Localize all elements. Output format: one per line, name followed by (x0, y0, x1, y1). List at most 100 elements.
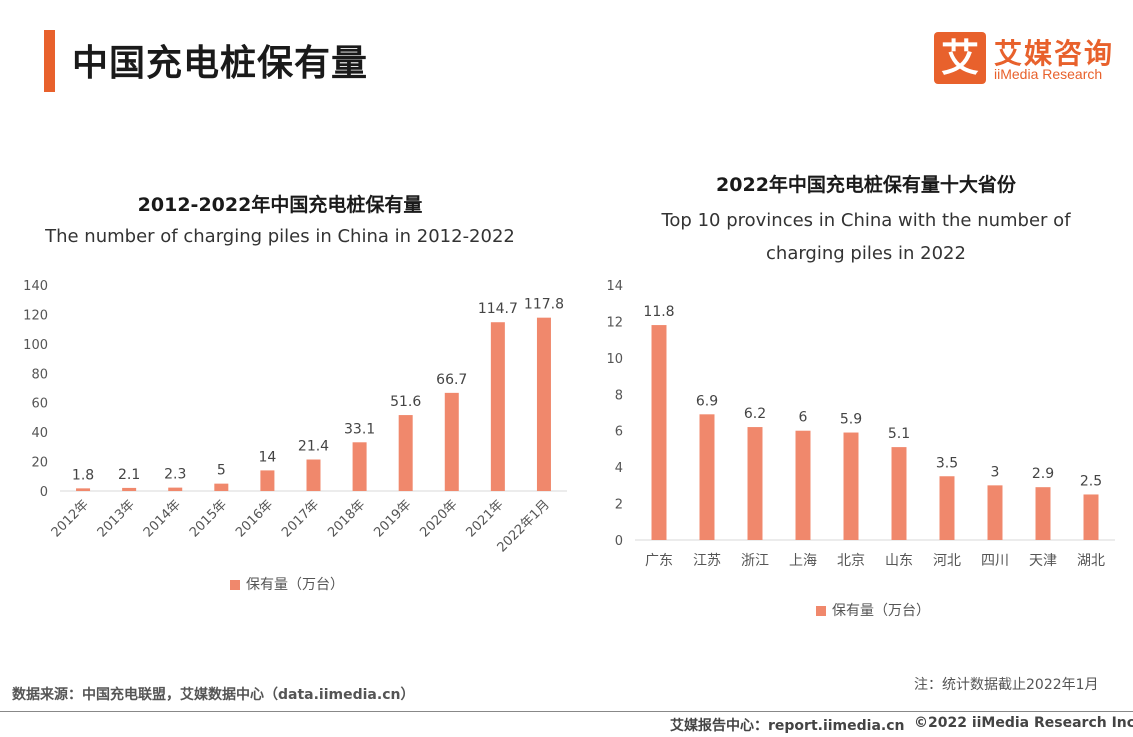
y-tick-label: 60 (31, 397, 48, 412)
data-label: 117.8 (524, 297, 564, 313)
x-tick-label: 2017年 (279, 497, 322, 540)
bar (795, 430, 811, 540)
bar (490, 322, 505, 491)
data-label: 6 (799, 410, 808, 426)
x-tick-label: 2018年 (325, 497, 368, 540)
x-tick-label: 江苏 (693, 553, 721, 569)
x-tick-label: 河北 (933, 553, 961, 569)
chart2-legend-label: 保有量（万台） (832, 603, 930, 619)
x-tick-label: 天津 (1029, 553, 1057, 569)
chart1-bar-chart: 0204060801001201401.82012年2.12013年2.3201… (23, 279, 567, 555)
bar (891, 447, 907, 540)
footnote: 注：统计数据截止2022年1月 (914, 677, 1099, 693)
x-tick-label: 2012年 (49, 497, 92, 540)
logo-cn-text: 艾媒咨询 (994, 37, 1115, 70)
data-label: 5.1 (888, 426, 910, 442)
x-tick-label: 2020年 (417, 497, 460, 540)
y-tick-label: 12 (606, 315, 623, 330)
x-tick-label: 广东 (645, 553, 673, 569)
bar (398, 415, 413, 491)
bar (1035, 487, 1051, 540)
data-label: 3.5 (936, 455, 958, 471)
x-tick-label: 2013年 (95, 497, 138, 540)
y-tick-label: 20 (31, 456, 48, 471)
bar (76, 488, 91, 491)
data-label: 21.4 (298, 439, 329, 455)
data-label: 6.9 (696, 393, 718, 409)
x-tick-label: 2016年 (233, 497, 276, 540)
y-tick-label: 8 (615, 388, 623, 403)
page-title: 中国充电桩保有量 (72, 43, 369, 84)
y-tick-label: 140 (23, 279, 48, 294)
y-tick-label: 4 (615, 461, 623, 476)
bar (122, 487, 137, 491)
y-tick-label: 40 (31, 426, 48, 441)
chart1-legend: 保有量（万台） (230, 574, 344, 594)
bar (747, 427, 763, 540)
chart2-legend: 保有量（万台） (816, 600, 930, 620)
y-tick-label: 0 (40, 485, 48, 500)
data-label: 2.9 (1032, 466, 1054, 482)
bar (260, 470, 275, 491)
x-tick-label: 2015年 (187, 497, 230, 540)
x-tick-label: 北京 (837, 553, 865, 569)
chart1-legend-label: 保有量（万台） (246, 577, 344, 593)
logo-mark-icon: 艾 (934, 32, 986, 84)
bar (843, 432, 859, 540)
x-tick-label: 2014年 (141, 497, 184, 540)
footer-copyright: ©2022 iiMedia Research Inc (914, 715, 1133, 731)
footer-divider (0, 711, 1133, 712)
logo: 艾 艾媒咨询 iiMedia Research (934, 32, 1114, 84)
y-tick-label: 0 (615, 534, 623, 549)
data-label: 33.1 (344, 421, 375, 437)
y-tick-label: 10 (606, 352, 623, 367)
data-label: 11.8 (643, 304, 674, 320)
data-label: 114.7 (478, 301, 518, 317)
data-label: 3 (991, 464, 1000, 480)
x-tick-label: 2019年 (371, 497, 414, 540)
legend-swatch-icon (816, 606, 826, 616)
x-tick-label: 湖北 (1077, 553, 1105, 569)
y-tick-label: 14 (606, 279, 623, 294)
footer-report-link[interactable]: 艾媒报告中心：report.iimedia.cn (670, 718, 905, 734)
y-tick-label: 2 (615, 498, 623, 513)
data-label: 5.9 (840, 412, 862, 428)
chart1-subtitle: The number of charging piles in China in… (45, 226, 515, 247)
bar (214, 483, 229, 491)
data-label: 66.7 (436, 372, 467, 388)
bar (306, 459, 321, 491)
bar (168, 487, 183, 491)
bar (699, 414, 715, 540)
bar (444, 392, 459, 491)
title-accent-bar (44, 30, 55, 92)
logo-en-text: iiMedia Research (994, 66, 1103, 82)
x-tick-label: 浙江 (741, 553, 769, 569)
data-source: 数据来源：中国充电联盟，艾媒数据中心（data.iimedia.cn） (12, 687, 415, 703)
bar (352, 442, 367, 491)
y-tick-label: 80 (31, 367, 48, 382)
data-label: 2.3 (164, 467, 186, 483)
x-tick-label: 上海 (789, 553, 817, 569)
chart2-title: 2022年中国充电桩保有量十大省份 (716, 174, 1016, 196)
bar (536, 317, 551, 491)
data-label: 2.5 (1080, 473, 1102, 489)
bar (939, 476, 955, 540)
bar (987, 485, 1003, 540)
data-label: 5 (217, 463, 226, 479)
bar (651, 325, 667, 540)
y-tick-label: 120 (23, 308, 48, 323)
chart2-subtitle: Top 10 provinces in China with the numbe… (661, 210, 1071, 264)
x-tick-label: 四川 (981, 553, 1009, 569)
x-tick-label: 2021年 (463, 497, 506, 540)
x-tick-label: 山东 (885, 553, 913, 569)
chart2-bar-chart: 0 2 4 6 8 10 12 14 11.8 广东 6.9 江苏 6.2 浙江 6 上海 5.9 北京 5.1 山东… (606, 279, 1115, 569)
bar (1083, 494, 1099, 540)
chart1-title: 2012-2022年中国充电桩保有量 (137, 194, 423, 216)
y-tick-label: 6 (615, 425, 623, 440)
legend-swatch-icon (230, 580, 240, 590)
data-label: 2.1 (118, 467, 140, 483)
data-label: 1.8 (72, 467, 94, 483)
data-label: 14 (258, 449, 276, 465)
data-label: 6.2 (744, 406, 766, 422)
y-tick-label: 100 (23, 338, 48, 353)
